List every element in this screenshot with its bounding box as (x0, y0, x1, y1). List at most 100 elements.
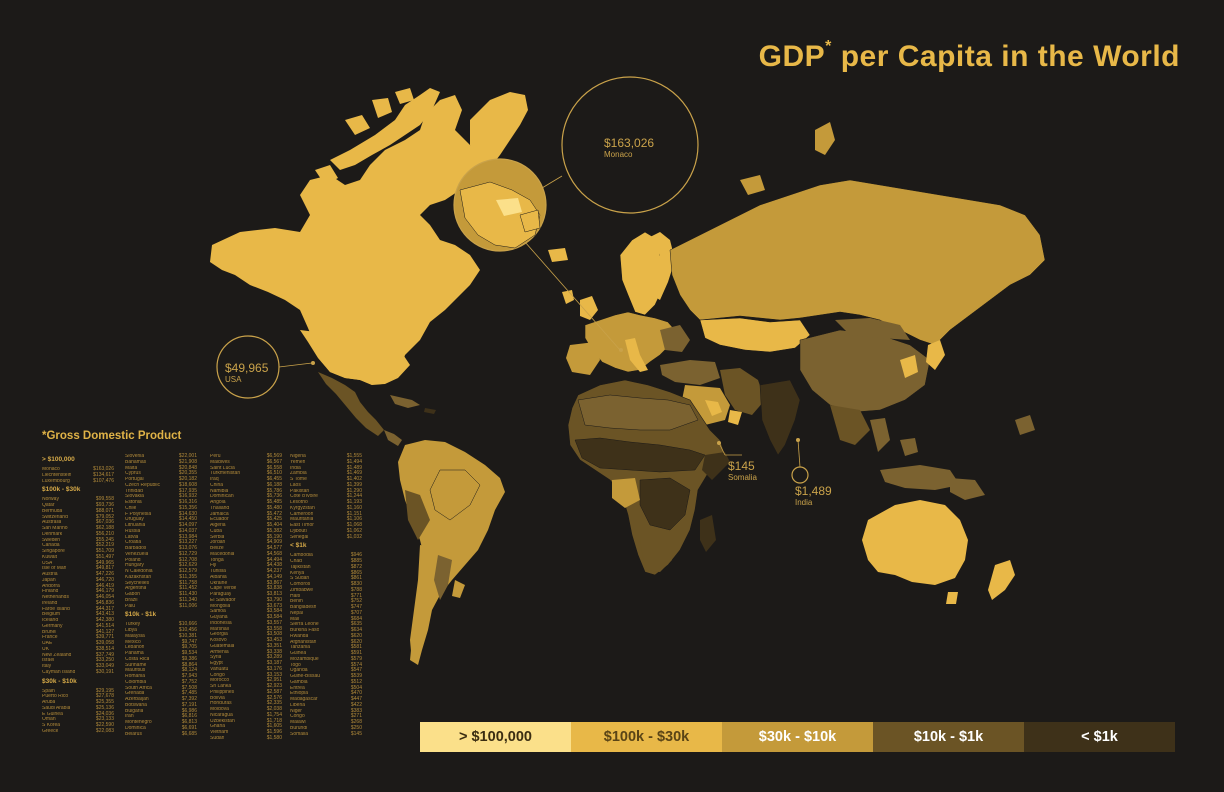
country-row: Brunei $41,127 (42, 629, 114, 636)
country-gdp: $830 (350, 581, 362, 587)
country-gdp: $88,071 (95, 507, 114, 514)
country-name: Syria (210, 655, 222, 661)
country-gdp: $20,182 (178, 476, 197, 482)
country-name: Botswana (125, 702, 147, 708)
country-gdp: $49,817 (95, 565, 114, 572)
country-name: Ecuador (210, 517, 229, 523)
country-row: Iraq $6,455 (210, 476, 282, 483)
country-name: Namibia (210, 488, 229, 494)
country-row: Aruba $25,355 (42, 699, 114, 706)
country-row: Luxembourg $107,476 (42, 478, 114, 485)
country-name: Canada (42, 543, 60, 549)
country-row: Mongolia $3,673 (210, 603, 282, 610)
country-name: Faroe Island (42, 606, 70, 612)
country-row: Mali $684 (290, 615, 362, 623)
country-name: Zimbabwe (290, 587, 314, 593)
country-row: Canada $52,219 (42, 542, 114, 549)
country-row: Mexico $9,747 (125, 638, 197, 646)
country-gdp: $422 (350, 701, 362, 708)
country-gdp: $447 (350, 696, 362, 702)
country-name: Congo (290, 714, 305, 720)
country-name: Norway (42, 497, 59, 503)
country-gdp: $547 (350, 667, 362, 674)
country-gdp: $579 (350, 655, 362, 662)
country-gdp: $504 (350, 684, 362, 691)
country-name: Mozambique (290, 656, 319, 662)
country-name: Lebanon (125, 645, 145, 651)
country-row: Kuwait $51,497 (42, 554, 114, 561)
country-name: Libya (125, 628, 137, 633)
country-name: Peru (210, 454, 221, 459)
country-row: Indonesia $3,557 (210, 620, 282, 627)
country-gdp: $8,864 (181, 661, 197, 668)
country-name: Poland (125, 557, 141, 563)
country-gdp: $470 (350, 690, 362, 697)
country-name: Armenia (210, 649, 229, 655)
country-gdp: $1,489 (346, 464, 362, 471)
country-row: Togo $574 (290, 662, 362, 669)
country-name: Nicaragua (210, 712, 233, 718)
country-name: Nigeria (290, 454, 306, 459)
country-gdp: $620 (350, 638, 362, 645)
country-name: UAE (42, 641, 53, 646)
legend: > $100,000 $100k - $30k $30k - $10k $10k - … (420, 722, 1175, 752)
country-row: Slovenia $22,001 (125, 453, 197, 460)
country-row: Uruguay $14,450 (125, 516, 197, 523)
country-gdp: $14,097 (178, 522, 197, 528)
country-gdp: $1,402 (346, 476, 362, 482)
country-row: Saudi Arabia $25,136 (42, 705, 114, 712)
country-name: El Salvador (210, 597, 236, 603)
country-row: Russia $14,037 (125, 528, 197, 535)
country-name: Thailand (210, 505, 230, 511)
country-row: Austria $47,226 (42, 571, 114, 578)
country-name: Laos (290, 482, 301, 488)
country-gdp: $13,227 (178, 539, 197, 546)
india-callout: $1,489 India (795, 484, 832, 507)
country-gdp: $24,036 (95, 710, 114, 717)
country-gdp: $3,351 (266, 642, 282, 649)
legend-item: $30k - $10k (722, 722, 873, 752)
country-name: Palu (125, 603, 136, 609)
country-gdp: $9,747 (181, 638, 197, 645)
country-gdp: $3,176 (266, 665, 282, 672)
tier-header: $100k - $30k (42, 486, 81, 494)
country-name: Philippines (210, 689, 235, 695)
country-name: Croatia (125, 540, 142, 546)
country-gdp: $1,718 (266, 717, 282, 724)
country-name: Iceland (42, 618, 59, 623)
country-gdp: $6,691 (181, 724, 197, 731)
country-gdp: $6,510 (266, 470, 282, 477)
country-name: Sri Lanka (210, 684, 232, 689)
country-row: Angola $5,485 (210, 499, 282, 506)
country-name: UK (42, 646, 49, 652)
monaco-zoom (453, 76, 699, 352)
country-row: Chad $885 (290, 558, 362, 565)
country-name: Montenegro (125, 720, 152, 725)
country-name: Bangladesh (290, 605, 317, 610)
country-row: Serbia $5,190 (210, 534, 282, 541)
country-gdp: $7,943 (181, 673, 197, 679)
country-row: Haiti $771 (290, 593, 362, 600)
country-name: Cyprus (125, 471, 141, 477)
country-gdp: $3,289 (266, 654, 282, 661)
country-row: Gambia $512 (290, 679, 362, 686)
country-name: Estonia (125, 500, 142, 505)
country-row: Macedonia $4,568 (210, 551, 282, 558)
country-name: Venezuela (125, 551, 149, 557)
country-gdp: $5,472 (266, 510, 282, 517)
country-row: Congo $271 (290, 713, 362, 720)
country-name: Marshall (210, 626, 229, 632)
country-name: Mongolia (210, 603, 231, 609)
country-gdp: $15,356 (178, 504, 197, 511)
country-name: Puerto Rico (42, 694, 69, 700)
country-name: Bermuda (42, 508, 63, 514)
country-gdp: $684 (350, 615, 362, 622)
country-name: Georgia (210, 632, 228, 638)
country-name: USA (42, 560, 53, 566)
country-row: Moldova $2,038 (210, 706, 282, 713)
country-row: Niger $383 (290, 708, 362, 715)
country-row: Uganda $547 (290, 667, 362, 674)
country-row: Cameroon $1,151 (290, 511, 362, 518)
country-gdp: $5,382 (266, 527, 282, 534)
country-name: Tonga (210, 557, 224, 563)
